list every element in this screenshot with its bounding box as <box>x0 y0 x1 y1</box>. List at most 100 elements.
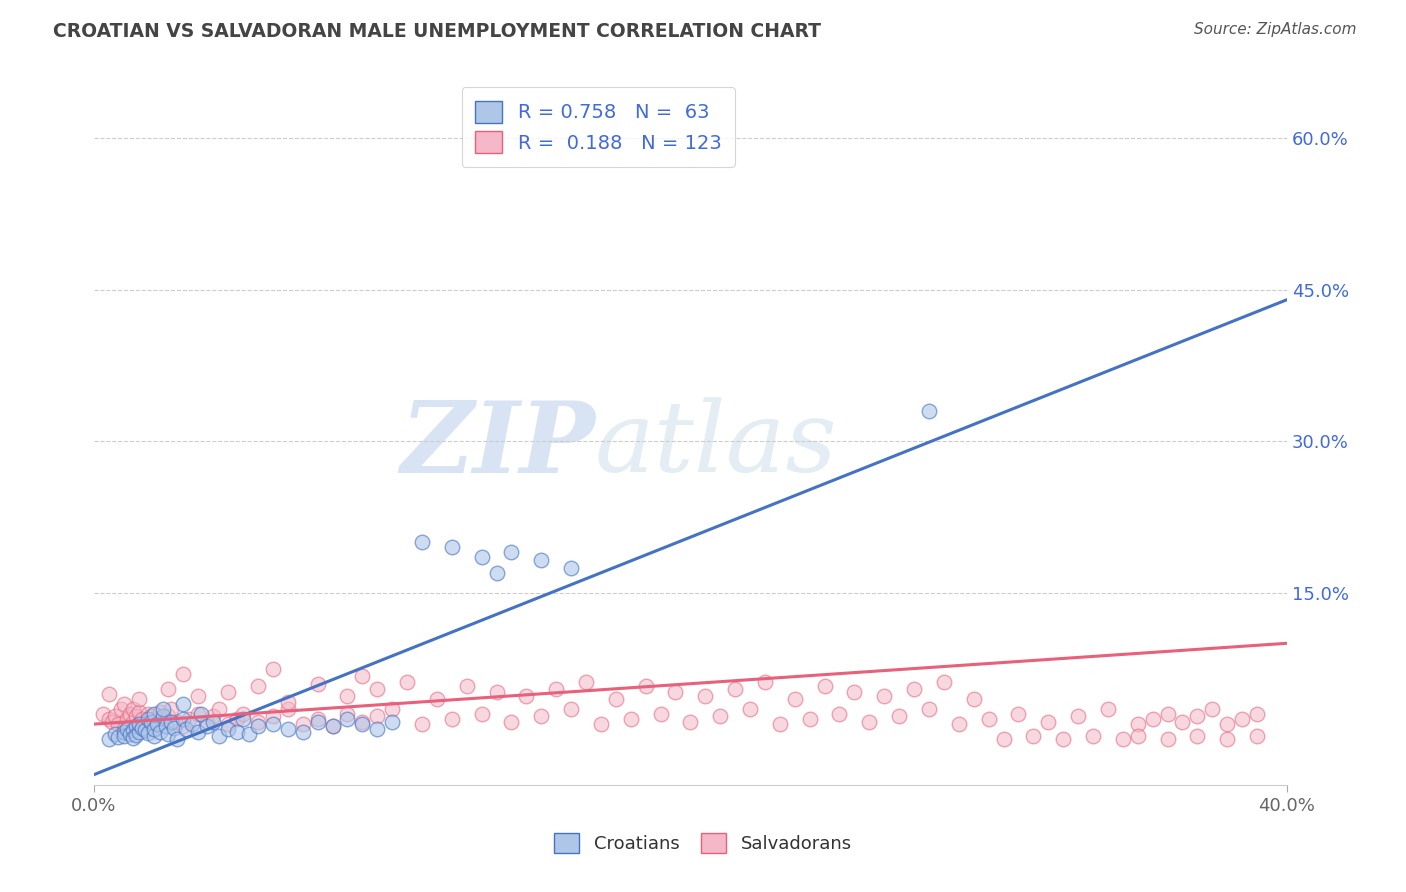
Point <box>799 712 821 726</box>
Point <box>336 689 359 703</box>
Text: CROATIAN VS SALVADORAN MALE UNEMPLOYMENT CORRELATION CHART: CROATIAN VS SALVADORAN MALE UNEMPLOYMENT… <box>53 22 821 41</box>
Point <box>217 717 239 731</box>
Point <box>1067 709 1090 723</box>
Point <box>977 712 1000 726</box>
Point <box>1038 715 1060 730</box>
Point <box>738 702 761 716</box>
Point <box>104 709 127 723</box>
Point <box>352 717 374 731</box>
Point <box>560 560 582 574</box>
Point <box>485 685 508 699</box>
Point <box>148 725 170 739</box>
Point <box>1246 706 1268 721</box>
Point <box>125 709 148 723</box>
Point <box>179 712 201 726</box>
Point <box>307 712 329 726</box>
Point <box>440 712 463 726</box>
Point <box>291 725 314 739</box>
Point <box>97 712 120 726</box>
Point <box>139 709 162 723</box>
Point <box>679 715 702 730</box>
Point <box>530 553 553 567</box>
Point <box>157 709 180 723</box>
Point <box>873 689 896 703</box>
Point <box>101 715 124 730</box>
Point <box>136 726 159 740</box>
Point <box>172 719 194 733</box>
Point <box>115 712 138 726</box>
Point <box>142 722 165 736</box>
Point <box>166 715 188 730</box>
Point <box>1126 729 1149 743</box>
Point <box>1022 729 1045 743</box>
Point <box>112 725 135 739</box>
Point <box>208 702 231 716</box>
Point <box>471 550 494 565</box>
Point <box>352 715 374 730</box>
Point <box>560 702 582 716</box>
Point <box>190 706 212 721</box>
Point <box>217 685 239 699</box>
Point <box>918 702 941 716</box>
Point <box>172 697 194 711</box>
Point <box>546 681 568 696</box>
Point <box>321 719 343 733</box>
Point <box>1187 729 1209 743</box>
Point <box>858 715 880 730</box>
Point <box>262 709 284 723</box>
Point <box>695 689 717 703</box>
Point <box>121 731 143 746</box>
Point <box>366 722 388 736</box>
Point <box>1081 729 1104 743</box>
Point <box>145 712 167 726</box>
Point <box>166 732 188 747</box>
Point <box>134 719 156 733</box>
Point <box>381 715 404 730</box>
Point <box>1216 732 1239 747</box>
Point <box>157 727 180 741</box>
Point <box>232 712 254 726</box>
Point <box>136 706 159 721</box>
Point <box>1365 409 1388 423</box>
Point <box>366 681 388 696</box>
Point <box>246 715 269 730</box>
Point <box>291 717 314 731</box>
Point <box>411 535 433 549</box>
Point <box>187 725 209 739</box>
Point <box>107 731 129 745</box>
Point <box>471 706 494 721</box>
Point <box>125 728 148 742</box>
Point <box>136 712 159 726</box>
Point <box>589 717 612 731</box>
Point <box>134 723 156 738</box>
Point <box>456 679 478 693</box>
Point <box>246 719 269 733</box>
Point <box>336 706 359 721</box>
Point <box>152 709 174 723</box>
Point <box>163 721 186 735</box>
Point <box>501 715 523 730</box>
Point <box>1126 717 1149 731</box>
Point <box>118 727 141 741</box>
Point <box>277 702 299 716</box>
Point <box>226 712 249 726</box>
Point <box>112 697 135 711</box>
Point <box>238 727 260 741</box>
Legend: R = 0.758   N =  63, R =  0.188   N = 123: R = 0.758 N = 63, R = 0.188 N = 123 <box>461 87 735 167</box>
Point <box>136 715 159 730</box>
Point <box>128 717 150 731</box>
Point <box>226 725 249 739</box>
Point <box>187 689 209 703</box>
Point <box>160 702 183 716</box>
Point <box>145 717 167 731</box>
Point <box>396 674 419 689</box>
Point <box>125 719 148 733</box>
Point <box>128 725 150 739</box>
Point <box>115 722 138 736</box>
Point <box>352 668 374 682</box>
Point <box>277 695 299 709</box>
Point <box>91 706 114 721</box>
Point <box>176 722 198 736</box>
Point <box>321 719 343 733</box>
Point <box>336 712 359 726</box>
